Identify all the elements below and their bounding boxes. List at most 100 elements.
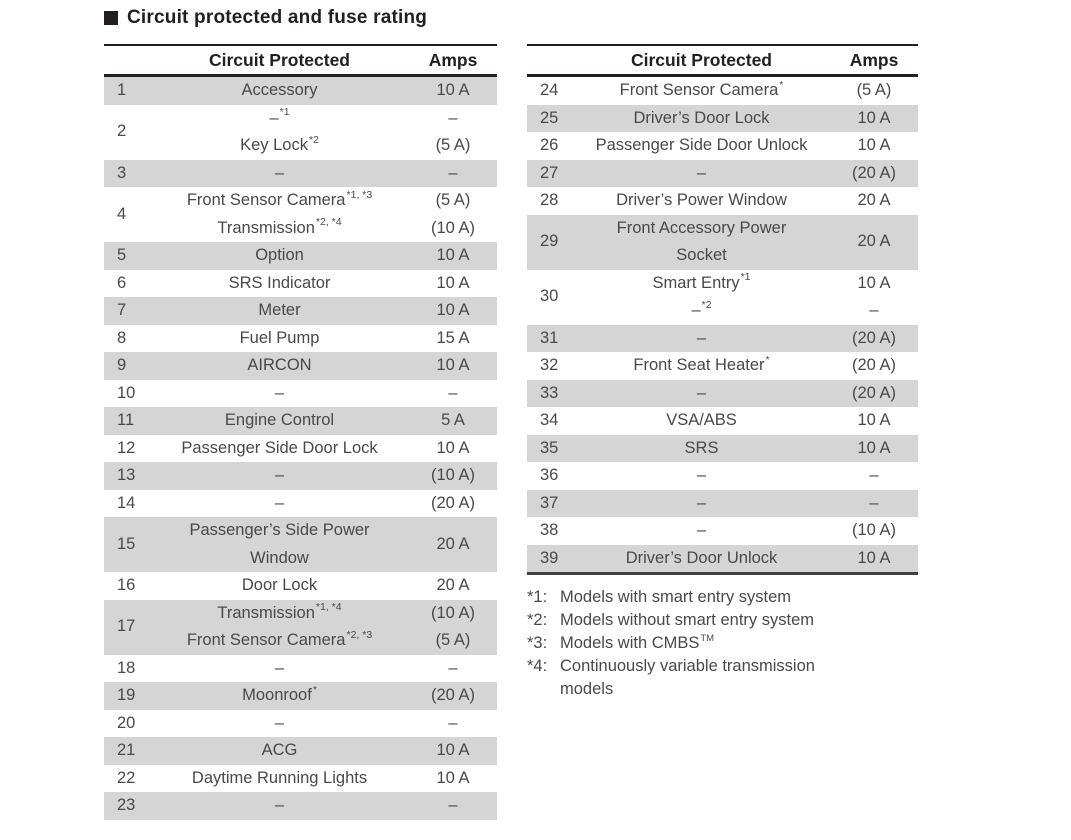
amps-value: – — [448, 658, 458, 677]
row-number: 32 — [527, 352, 573, 380]
row-number: 23 — [104, 792, 150, 820]
amps-cell: (20 A) — [830, 325, 918, 353]
row-number-text: 2 — [117, 122, 127, 141]
circuit-cell: Passenger’s Side Power Window — [150, 517, 409, 572]
amps-value: 10 A — [436, 301, 470, 319]
amps-value: 10 A — [857, 411, 891, 429]
footnote-ref: *1, *4 — [315, 601, 342, 613]
footnote-text: Models without smart entry system — [560, 611, 814, 629]
table-row: 4 Front Sensor Camera*1, *3 Transmission*2… — [104, 187, 497, 242]
row-number-text: 36 — [540, 466, 559, 484]
table-row: 21 ACG 10 A — [104, 737, 497, 765]
fuse-table-left: Circuit Protected Amps 1 Accessory 10 A 2 –*… — [104, 44, 497, 820]
table-row: 27 – (20 A) — [527, 159, 918, 188]
circuit-cell: Front Sensor Camera*1, *3 Transmission*2,… — [150, 187, 409, 242]
circuit-line: Driver’s Door Lock — [633, 108, 770, 127]
row-number-text: 17 — [117, 617, 136, 636]
circuit-cell: Meter — [150, 297, 409, 325]
row-number-text: 27 — [540, 163, 559, 182]
amps-value: (20 A) — [851, 163, 897, 182]
footnote-text: Models with CMBSTM — [560, 632, 715, 652]
amps-cell: 10 A — [409, 765, 497, 793]
circuit-cell: – — [573, 490, 830, 518]
amps-value: (20 A) — [430, 493, 476, 512]
amps-cell: 10 A — [409, 435, 497, 463]
amps-value: (10 A) — [430, 466, 476, 484]
circuit-cell: SRS — [573, 435, 830, 463]
amps-cell: 10 A — [830, 407, 918, 435]
table-row: 25 Driver’s Door Lock 10 A — [527, 104, 918, 133]
amps-cell: – — [409, 655, 497, 683]
row-number-text: 25 — [540, 108, 559, 127]
row-number: 8 — [104, 325, 150, 353]
amps-value: 10 A — [436, 741, 470, 759]
amps-cell: 10 A — [830, 435, 918, 463]
amps-value: 10 A — [857, 438, 891, 457]
amps-cell: (10 A) — [830, 517, 918, 545]
circuit-line: –*1 — [269, 106, 290, 127]
row-number: 37 — [527, 490, 573, 518]
table-row: 7 Meter 10 A — [104, 297, 497, 325]
row-number: 31 — [527, 325, 573, 353]
row-number: 2 — [104, 118, 150, 146]
circuit-cell: – — [573, 160, 830, 188]
row-number: 38 — [527, 517, 573, 545]
circuit-line: Moonroof* — [242, 683, 317, 704]
circuit-line: – — [274, 383, 285, 402]
table-row: 23 – – — [104, 792, 497, 820]
table-row: 5 Option 10 A — [104, 242, 497, 270]
row-number: 7 — [104, 297, 150, 325]
row-number-text: 15 — [117, 534, 136, 553]
trademark-sup: TM — [700, 632, 715, 644]
circuit-cell: Passenger Side Door Unlock — [573, 132, 830, 160]
row-number: 36 — [527, 462, 573, 490]
circuit-line: Engine Control — [224, 411, 335, 429]
amps-cell: (20 A) — [830, 380, 918, 408]
circuit-cell: Front Seat Heater* — [573, 352, 830, 380]
row-number: 35 — [527, 435, 573, 463]
circuit-cell: Driver’s Power Window — [573, 187, 830, 215]
amps-cell: 10 A — [409, 77, 497, 105]
row-number-text: 21 — [117, 741, 136, 759]
table-row: 24 Front Sensor Camera* (5 A) — [527, 77, 918, 105]
circuit-cell: Daytime Running Lights — [150, 765, 409, 793]
row-number-text: 18 — [117, 658, 136, 677]
circuit-cell: Accessory — [150, 77, 409, 105]
row-number-text: 33 — [540, 383, 559, 402]
circuit-line: Meter — [258, 301, 301, 319]
circuit-line: Front Sensor Camera*2, *3 — [186, 628, 373, 649]
row-number: 34 — [527, 407, 573, 435]
row-number-text: 32 — [540, 356, 559, 374]
table-row: 19 Moonroof* (20 A) — [104, 682, 497, 710]
amps-cell: (10 A) — [409, 462, 497, 490]
row-number-text: 9 — [117, 356, 127, 374]
amps-cell: 10 A — [830, 105, 918, 133]
table-row: 22 Daytime Running Lights 10 A — [104, 765, 497, 793]
row-number: 18 — [104, 655, 150, 683]
footnote: *2: Models without smart entry system — [527, 609, 863, 632]
footnote-ref: *1, *3 — [346, 188, 373, 201]
footnote: *4: Continuously variable transmission mo… — [527, 655, 863, 701]
circuit-line: – — [696, 493, 707, 512]
table-row: 39 Driver’s Door Unlock 10 A — [527, 544, 918, 573]
footnote-ref: *2, *3 — [346, 628, 373, 641]
amps-value: 20 A — [857, 191, 891, 209]
circuit-cell: Passenger Side Door Lock — [150, 435, 409, 463]
table-row: 31 – (20 A) — [527, 324, 918, 353]
footnote-marker: *4: — [527, 657, 548, 675]
amps-cell: – — [830, 490, 918, 518]
amps-cell: – (5 A) — [409, 105, 497, 160]
column-header-circuit: Circuit Protected — [631, 49, 772, 70]
footnote-ref: *2 — [701, 298, 712, 311]
amps-cell: 10 A — [409, 242, 497, 270]
circuit-line: – — [274, 713, 285, 732]
amps-value: – — [448, 713, 458, 732]
row-number-text: 24 — [540, 81, 559, 99]
row-number-text: 12 — [117, 438, 136, 457]
table-row: 11 Engine Control 5 A — [104, 407, 497, 435]
row-number-text: 37 — [540, 493, 559, 512]
circuit-cell: Driver’s Door Unlock — [573, 545, 830, 573]
table-row: 35 SRS 10 A — [527, 434, 918, 463]
footnote-ref: *2 — [308, 133, 319, 146]
